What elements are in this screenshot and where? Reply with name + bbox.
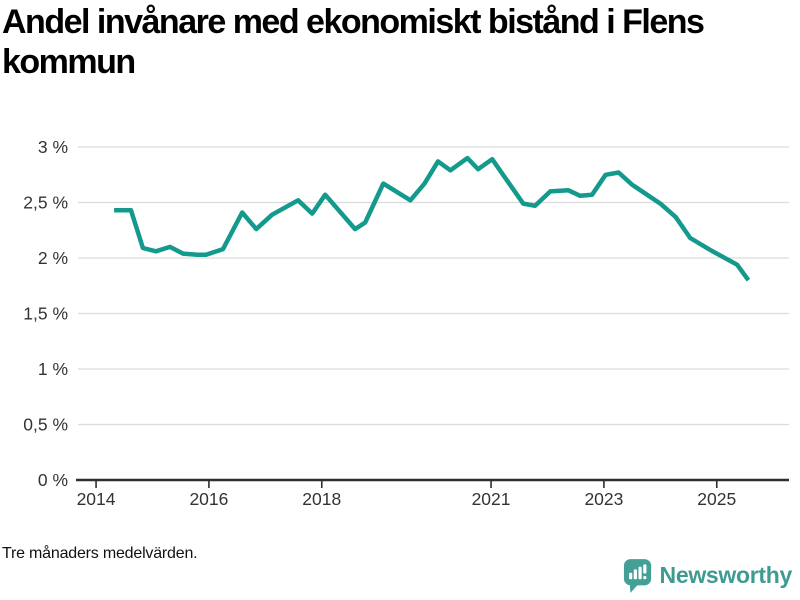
y-tick-label: 0,5 % [23,415,68,435]
y-tick-label: 2,5 % [23,193,68,213]
chart-footnote: Tre månaders medelvärden. [2,545,198,562]
newsworthy-logo[interactable]: Newsworthy [623,558,792,593]
y-tick-label: 3 % [38,137,68,157]
chart-title-line1: Andel invånare med ekonomiskt bistånd i … [2,3,705,41]
y-tick-label: 1,5 % [23,304,68,324]
newsworthy-wordmark: Newsworthy [659,562,793,588]
x-tick-label: 2016 [189,489,228,509]
chart-title-line2: kommun [2,43,136,81]
x-tick-label: 2014 [77,489,116,509]
trend-line [114,155,751,282]
x-tick-label: 2021 [472,489,511,509]
newsworthy-icon [623,559,651,593]
y-tick-label: 1 % [38,359,68,379]
x-tick-label: 2023 [584,489,623,509]
chart-title: Andel invånare med ekonomiskt bistånd i … [2,2,796,82]
y-tick-label: 2 % [38,248,68,268]
x-tick-label: 2025 [697,489,736,509]
x-tick-label: 2018 [302,489,341,509]
y-tick-label: 0 % [38,470,68,490]
